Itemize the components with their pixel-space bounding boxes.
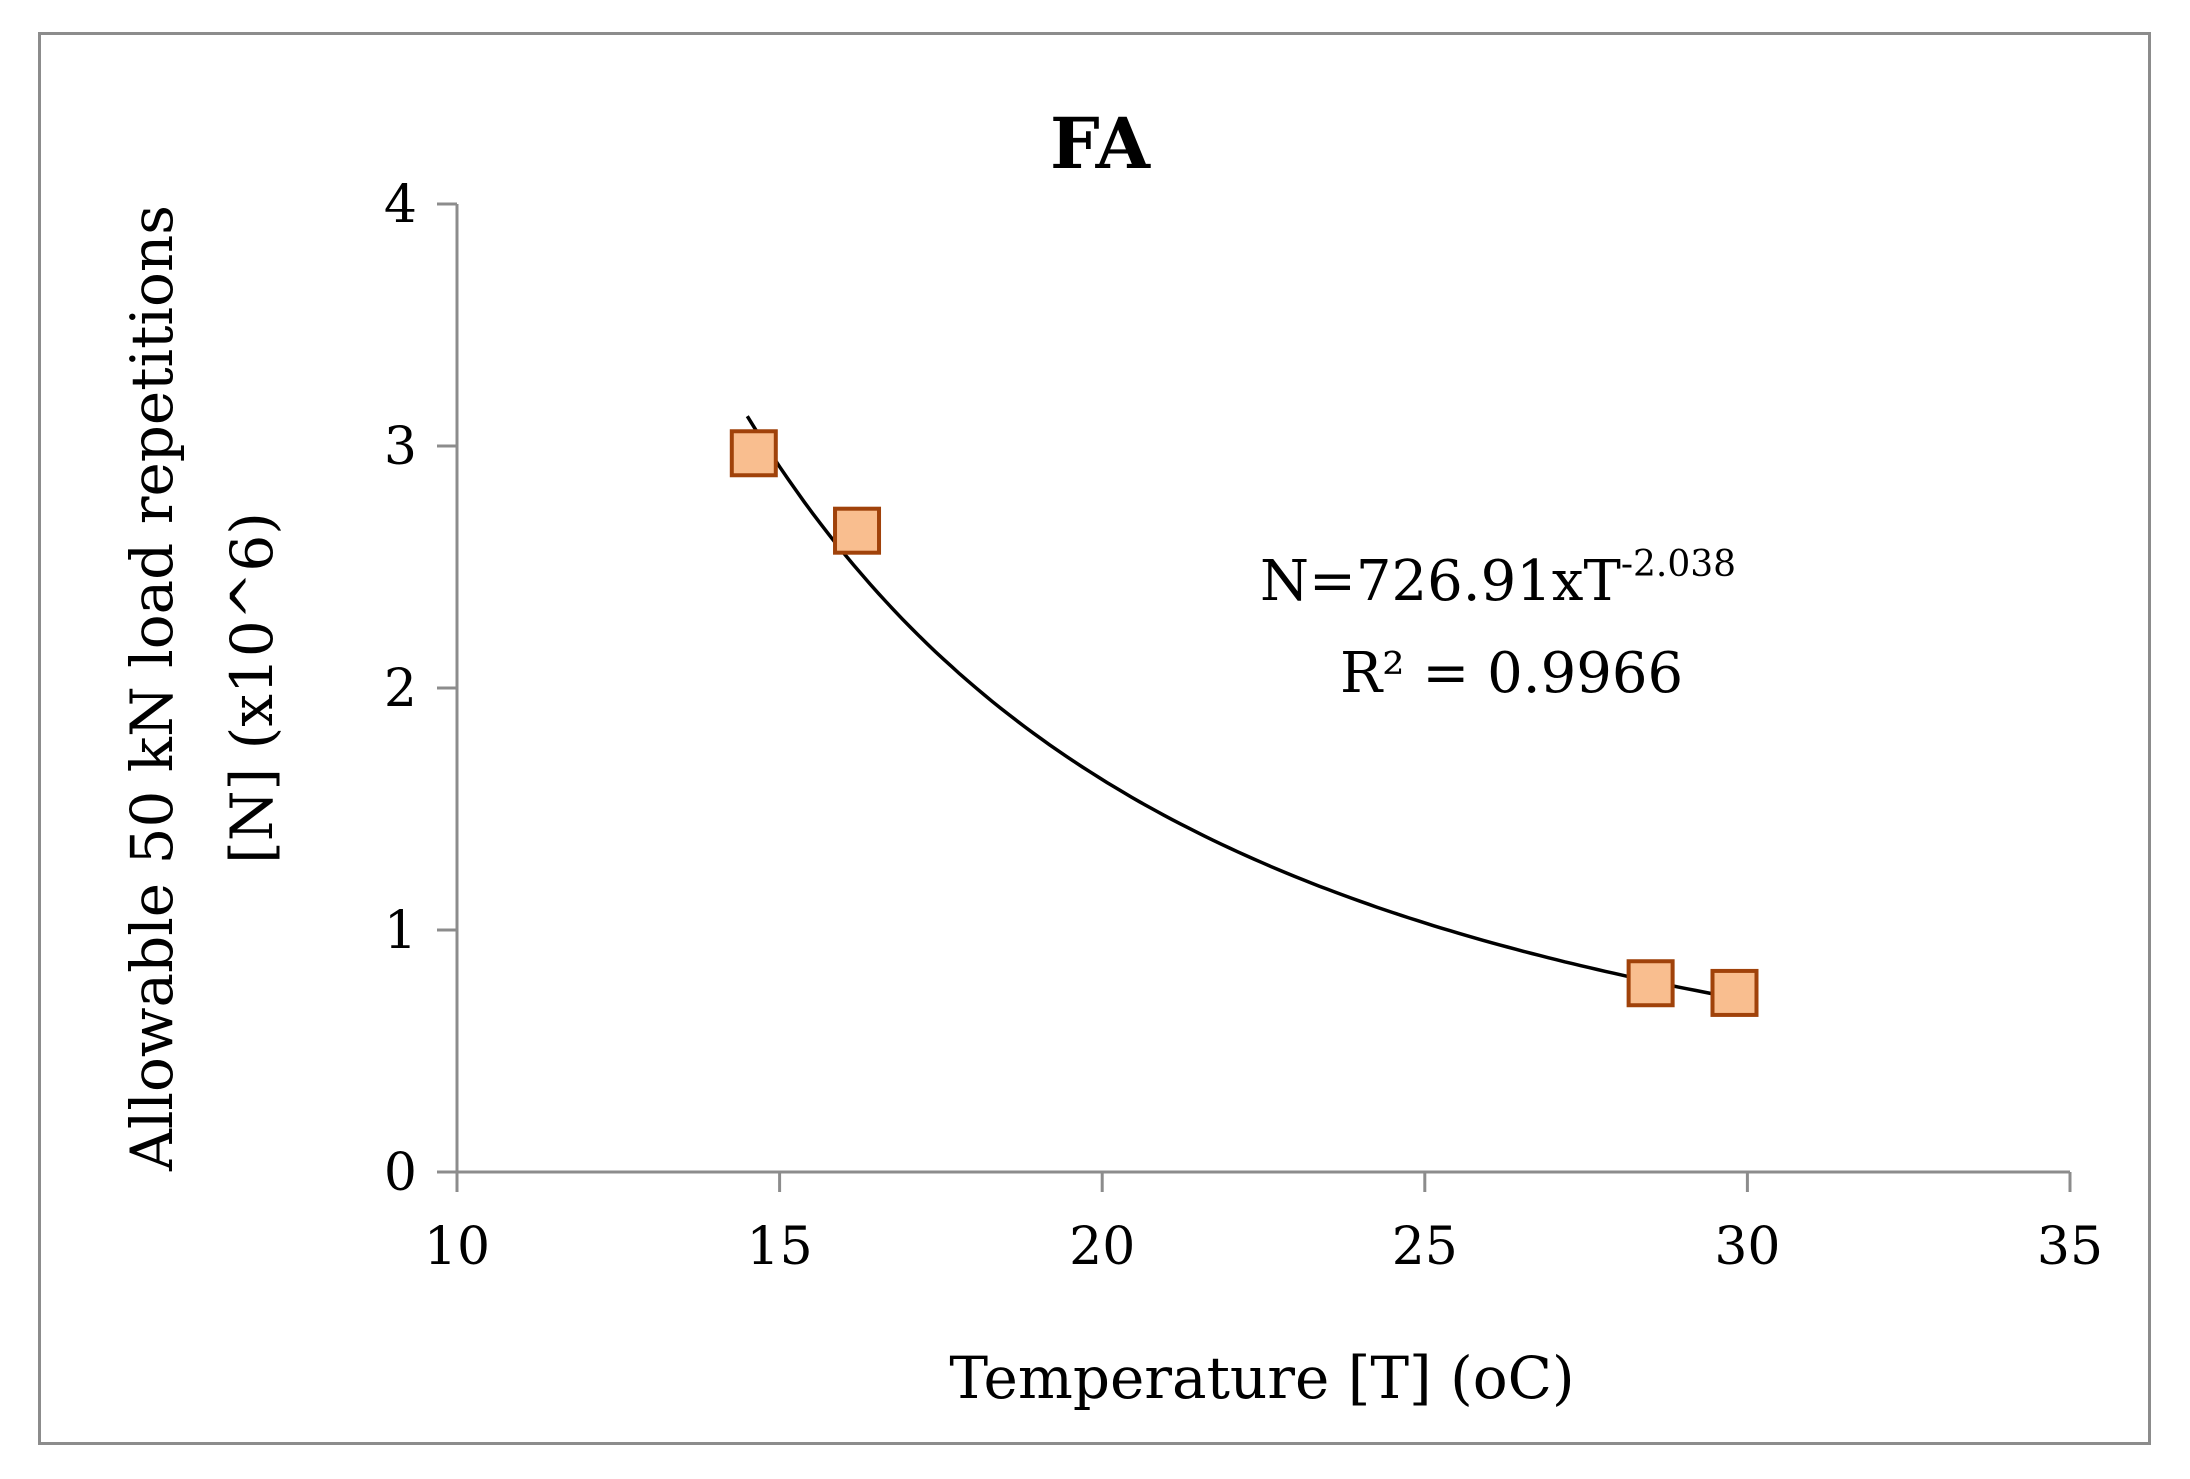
y-ticks: 0 1 2 3 4 [384, 175, 457, 1203]
y-tick-label: 1 [384, 901, 417, 961]
x-tick-label: 35 [2037, 1217, 2103, 1277]
data-markers [729, 429, 1759, 1017]
axes [455, 204, 2070, 1174]
data-point [1710, 968, 1759, 1017]
x-tick-label: 10 [424, 1217, 490, 1277]
r-squared-label: R² = 0.9966 [1340, 641, 1683, 706]
y-tick-label: 3 [384, 417, 417, 477]
chart-frame [38, 32, 2151, 1445]
data-point [833, 506, 882, 555]
chart-title: FA [1050, 102, 1152, 185]
y-tick-label: 4 [384, 175, 417, 235]
x-tick-label: 20 [1069, 1217, 1135, 1277]
x-tick-label: 15 [747, 1217, 813, 1277]
trendline-equation: N=726.91xT-2.038 [1260, 544, 1736, 614]
x-ticks: 10 15 20 25 30 35 [424, 1172, 2103, 1277]
power-trendline [745, 415, 1729, 999]
x-tick-label: 30 [1714, 1217, 1780, 1277]
x-tick-label: 25 [1392, 1217, 1458, 1277]
y-tick-label: 2 [384, 659, 417, 719]
trendline-equation-exponent: -2.038 [1621, 544, 1736, 585]
trendline-equation-base: N=726.91xT [1260, 549, 1621, 614]
y-axis-title-line1: Allowable 50 kN load repetitions [118, 205, 186, 1172]
y-tick-label: 0 [384, 1143, 417, 1203]
data-point [1626, 959, 1675, 1008]
y-axis-title-line2: [N] (x10^6) [218, 512, 286, 864]
data-point [729, 429, 778, 478]
x-axis-title: Temperature [T] (oC) [949, 1344, 1574, 1412]
